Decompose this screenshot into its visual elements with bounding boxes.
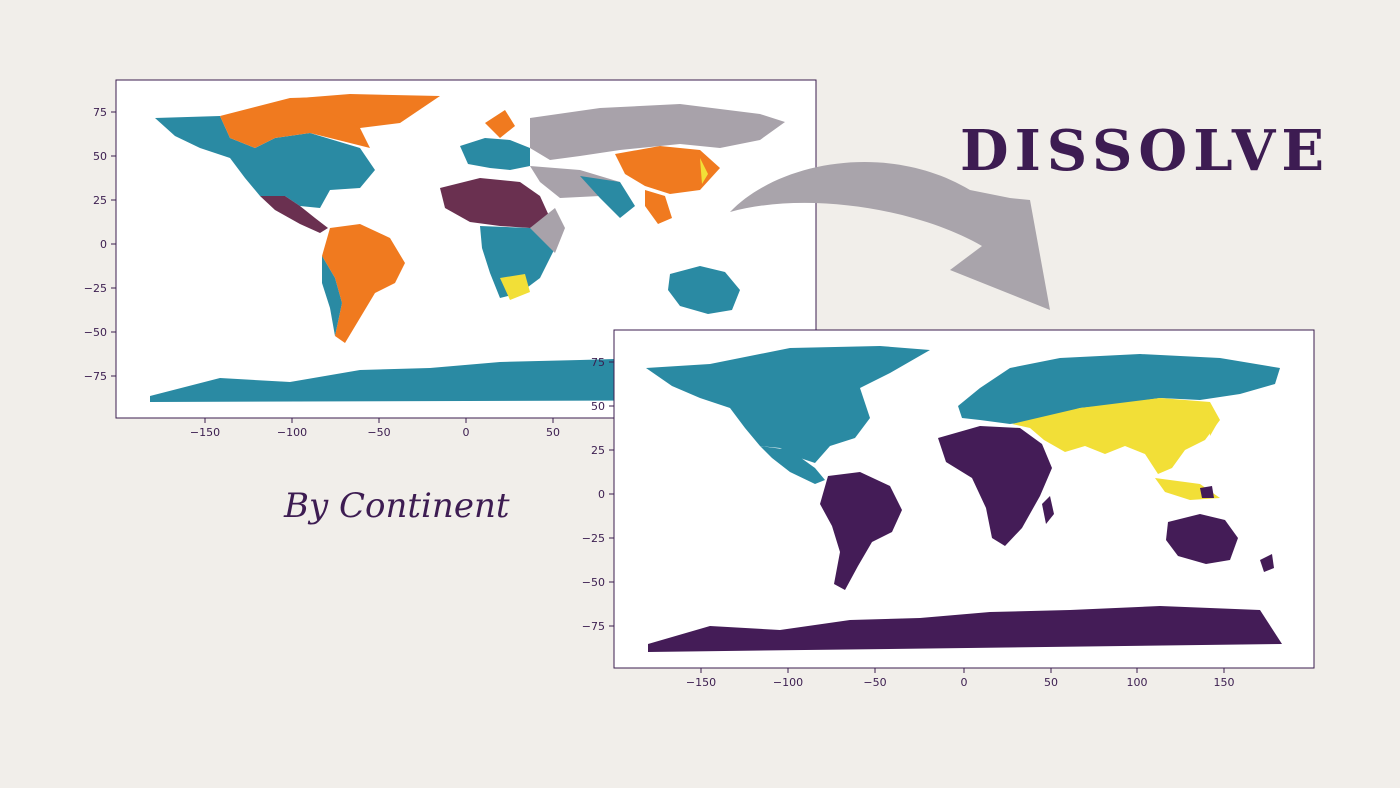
y-tick-label: −25 xyxy=(84,282,107,295)
y-axis: 75 50 25 0 −25 −50 −75 xyxy=(84,106,116,383)
y-tick-label: −25 xyxy=(582,532,605,545)
y-tick-label: 25 xyxy=(93,194,107,207)
by-continent-caption: By Continent xyxy=(284,486,510,526)
y-tick-label: 0 xyxy=(100,238,107,251)
x-tick-label: 50 xyxy=(546,426,560,439)
y-tick-label: −50 xyxy=(84,326,107,339)
curved-arrow-icon xyxy=(730,162,1050,310)
x-tick-label: 0 xyxy=(463,426,470,439)
y-tick-label: 25 xyxy=(591,444,605,457)
y-tick-label: −50 xyxy=(582,576,605,589)
y-axis: 75 50 25 0 −25 −50 −75 xyxy=(582,356,614,633)
x-tick-label: −150 xyxy=(686,676,716,689)
x-tick-label: −50 xyxy=(863,676,886,689)
continent-map: −150 −100 −50 0 50 100 150 75 50 25 0 −2… xyxy=(582,329,1315,689)
y-tick-label: 75 xyxy=(93,106,107,119)
x-tick-label: 0 xyxy=(961,676,968,689)
x-axis: −150 −100 −50 0 50 100 150 xyxy=(686,668,1235,689)
x-tick-label: 50 xyxy=(1044,676,1058,689)
x-tick-label: −150 xyxy=(190,426,220,439)
x-tick-label: −100 xyxy=(277,426,307,439)
y-tick-label: 50 xyxy=(93,150,107,163)
x-axis: −150 −100 −50 0 50 xyxy=(190,418,560,439)
x-tick-label: −50 xyxy=(367,426,390,439)
y-tick-label: 0 xyxy=(598,488,605,501)
x-tick-label: −100 xyxy=(773,676,803,689)
y-tick-label: 50 xyxy=(591,400,605,413)
x-tick-label: 150 xyxy=(1214,676,1235,689)
dissolve-heading: DISSOLVE xyxy=(960,118,1331,184)
x-tick-label: 100 xyxy=(1127,676,1148,689)
continent-shapes xyxy=(646,346,1282,652)
y-tick-label: −75 xyxy=(84,370,107,383)
y-tick-label: −75 xyxy=(582,620,605,633)
y-tick-label: 75 xyxy=(591,356,605,369)
